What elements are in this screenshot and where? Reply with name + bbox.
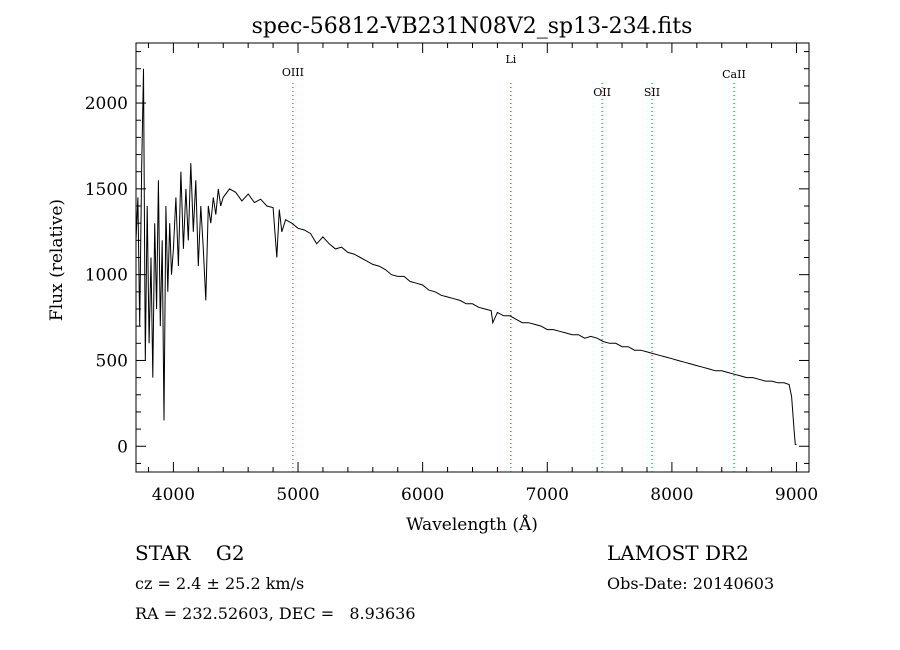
x-axis-label: Wavelength (Å) bbox=[406, 514, 538, 535]
x-tick-label: 9000 bbox=[775, 485, 818, 505]
velocity-label: cz = 2.4 ± 25.2 km/s bbox=[135, 574, 305, 593]
x-tick-label: 5000 bbox=[276, 485, 319, 505]
line-marker-label: Li bbox=[505, 53, 516, 66]
plot-area: 4000 5000 6000 7000 8000 9000 0 500 1000 1500 2000… bbox=[85, 42, 818, 505]
y-tick-label: 0 bbox=[117, 437, 128, 457]
y-tick-label: 1000 bbox=[85, 266, 128, 286]
x-tick-label: 8000 bbox=[650, 485, 693, 505]
coordinates-label: RA = 232.52603, DEC = 8.93636 bbox=[135, 604, 416, 623]
line-marker-label: OII bbox=[593, 86, 611, 99]
line-marker-label: SII bbox=[644, 86, 660, 99]
y-tick-label: 1500 bbox=[85, 180, 128, 200]
object-class: STAR G2 bbox=[135, 541, 245, 565]
plot-frame bbox=[135, 42, 810, 473]
line-marker-label: CaII bbox=[722, 68, 746, 81]
line-marker-label: OIII bbox=[282, 66, 304, 79]
y-tick-label: 500 bbox=[96, 351, 128, 371]
y-axis-label: Flux (relative) bbox=[47, 199, 67, 321]
chart-title: spec-56812-VB231N08V2_sp13-234.fits bbox=[252, 14, 693, 39]
survey-label: LAMOST DR2 bbox=[607, 541, 749, 565]
obs-date-label: Obs-Date: 20140603 bbox=[607, 574, 775, 593]
spectrum-line bbox=[135, 68, 797, 445]
x-tick-label: 4000 bbox=[152, 485, 195, 505]
x-tick-label: 6000 bbox=[401, 485, 444, 505]
y-tick-label: 2000 bbox=[85, 94, 128, 114]
x-tick-label: 7000 bbox=[526, 485, 569, 505]
